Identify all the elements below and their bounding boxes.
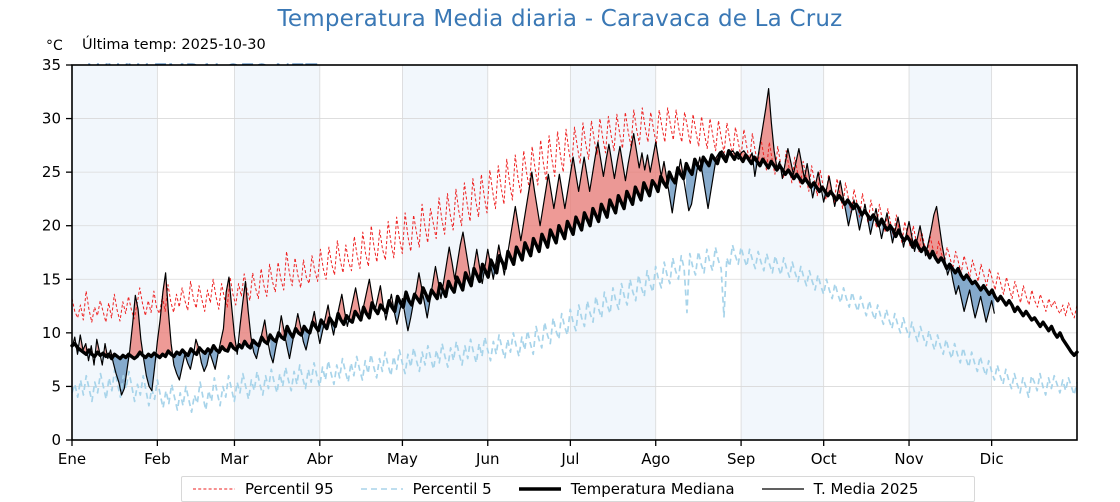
- x-tick-label: Dic: [980, 450, 1004, 468]
- fill-above-median: [350, 279, 375, 321]
- fill-above-median: [220, 277, 238, 351]
- x-tick-label: Sep: [727, 450, 755, 468]
- x-tick-label: Jun: [475, 450, 499, 468]
- x-tick-label: Nov: [894, 450, 923, 468]
- x-tick-label: Ago: [641, 450, 670, 468]
- legend-item-label: Percentil 95: [245, 480, 334, 498]
- last-temp-label: Última temp: 2025-10-30: [82, 37, 266, 53]
- month-band: [157, 65, 235, 440]
- y-tick-label: 30: [42, 110, 61, 128]
- y-tick-label: 0: [51, 431, 61, 449]
- y-tick-label: 5: [51, 377, 61, 395]
- axes-frame: [71, 64, 1078, 441]
- x-tick-label: Mar: [220, 450, 249, 468]
- fill-below-median: [405, 296, 417, 331]
- fill-above-median: [741, 150, 755, 163]
- x-tick-label: May: [387, 450, 418, 468]
- month-band: [909, 65, 992, 440]
- legend-line-swatch: [518, 487, 561, 491]
- fill-above-median: [443, 232, 483, 293]
- fill-below-median: [143, 353, 158, 391]
- plot-border: [71, 64, 1078, 441]
- month-band: [991, 65, 1077, 440]
- y-axis: 0 5 10 15 20 25 30 35: [42, 56, 72, 449]
- fill-above-median: [129, 295, 144, 358]
- month-band: [402, 65, 488, 440]
- page-title: Temperatura Media diaria - Caravaca de L…: [277, 6, 843, 32]
- fill-below-median: [113, 355, 130, 395]
- month-band: [823, 65, 910, 440]
- legend-items: Percentil 95 Percentil 5 Temperatura Media…: [182, 477, 974, 501]
- legend-item-2[interactable]: Percentil 5: [360, 480, 492, 498]
- fill-below-median: [490, 262, 497, 280]
- legend-item-label: Temperatura Mediana: [570, 480, 735, 498]
- legend-item-label: T. Media 2025: [813, 480, 919, 498]
- fill-below-median: [173, 350, 196, 380]
- y-tick-label: 25: [42, 163, 61, 181]
- fill-above-median: [157, 272, 174, 358]
- y-axis-unit-label: °C: [46, 38, 63, 54]
- legend-item-3[interactable]: Temperatura Mediana: [518, 480, 735, 498]
- temperature-chart: 0 5 10 15 20 25 30 35 Ene Feb Mar Abr May Jun Jul Ago Se…: [42, 56, 1079, 468]
- y-tick-label: 15: [42, 270, 61, 288]
- month-band: [570, 65, 656, 440]
- legend-line-swatch: [193, 488, 235, 490]
- series-percentil-5: [71, 244, 1078, 413]
- month-band: [655, 65, 742, 440]
- x-tick-label: Ene: [58, 450, 86, 468]
- legend-line-swatch: [360, 488, 403, 490]
- fill-below-median: [947, 265, 995, 323]
- month-band: [741, 65, 824, 440]
- y-tick-label: 10: [42, 324, 61, 342]
- chart-legend: Percentil 95 Percentil 5 Temperatura Media…: [181, 476, 975, 502]
- x-tick-label: Feb: [144, 450, 171, 468]
- legend-item-4[interactable]: T. Media 2025: [761, 480, 919, 498]
- month-band: [234, 65, 320, 440]
- series-temperatura-mediana: [70, 149, 1079, 361]
- x-tick-label: Jul: [560, 450, 579, 468]
- fill-above-median: [757, 88, 783, 170]
- legend-item-label: Percentil 5: [412, 480, 492, 498]
- fill-below-median: [319, 322, 326, 344]
- y-tick-label: 20: [42, 217, 61, 235]
- x-tick-label: Oct: [811, 450, 837, 468]
- legend-line-swatch: [761, 488, 804, 490]
- legend-item-1[interactable]: Percentil 95: [192, 480, 334, 498]
- series-t-media-2025: [71, 87, 995, 396]
- fill-below-median: [702, 157, 717, 209]
- x-tick-label: Abr: [307, 450, 334, 468]
- x-axis: Ene Feb Mar Abr May Jun Jul Ago Sep Oct Nov Dic: [58, 440, 1004, 468]
- y-tick-label: 35: [42, 56, 61, 74]
